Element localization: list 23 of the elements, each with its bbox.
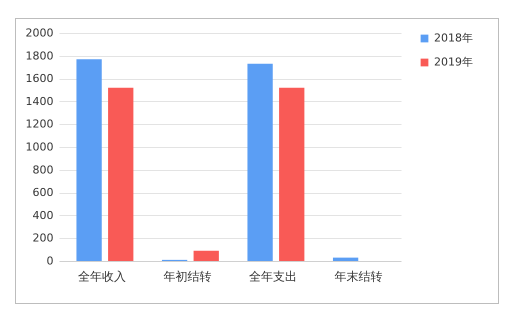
y-tick-label: 600 xyxy=(32,186,54,200)
y-tick-label: 0 xyxy=(46,254,54,268)
y-tick-label: 200 xyxy=(32,232,54,245)
y-tick-label: 1200 xyxy=(26,118,54,131)
x-tick-label: 年初结转 xyxy=(163,270,212,284)
y-tick-label: 2000 xyxy=(26,26,54,40)
bar xyxy=(108,88,134,261)
x-tick-label: 年末结转 xyxy=(334,270,382,284)
legend-label: 2018年 xyxy=(434,32,473,44)
y-tick-label: 1400 xyxy=(26,94,54,108)
bar xyxy=(332,258,358,261)
bar xyxy=(76,59,102,261)
y-tick-label: 1000 xyxy=(26,140,54,154)
y-tick-label: 400 xyxy=(32,208,54,222)
x-tick-label: 全年收入 xyxy=(78,270,126,284)
legend-label: 2019年 xyxy=(434,56,473,68)
y-tick-label: 1800 xyxy=(26,49,54,62)
bar xyxy=(247,64,273,261)
y-tick-label: 1600 xyxy=(26,72,54,86)
bar xyxy=(279,88,304,261)
x-tick-label: 全年支出 xyxy=(248,270,297,284)
bar xyxy=(194,250,219,261)
y-tick-label: 800 xyxy=(32,163,54,176)
